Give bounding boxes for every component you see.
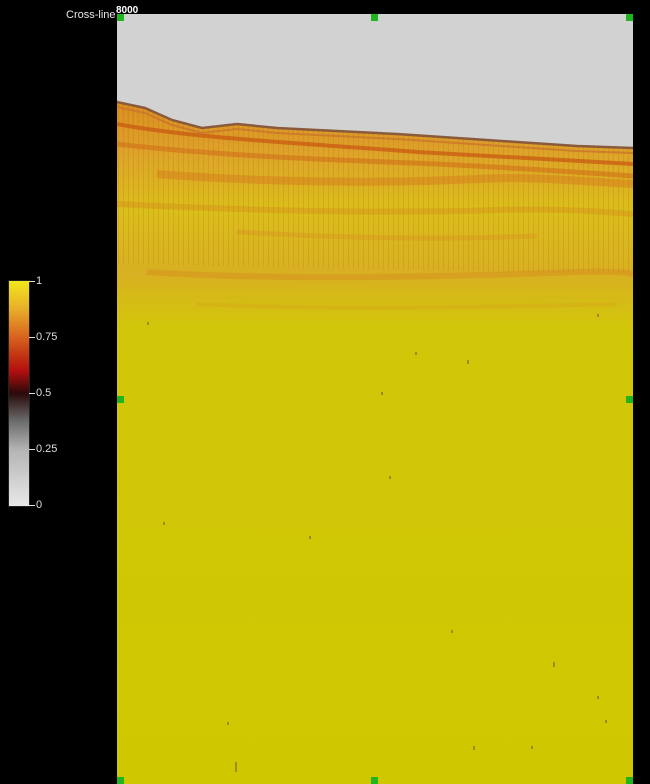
colorbar-tick-1: 1 [29, 275, 42, 287]
colorbar-tick-025: 0.25 [29, 443, 57, 455]
cross-line-value: 8000 [116, 5, 139, 16]
colorbar-tick-0: 0 [29, 499, 42, 511]
noise-specks [147, 314, 607, 772]
reflector-4 [117, 201, 633, 217]
handle-bottom-center[interactable] [371, 777, 378, 784]
colorbar-tick-075: 0.75 [29, 331, 57, 343]
seismic-section-image [117, 14, 633, 784]
subsurface-section [117, 102, 633, 784]
handle-mid-right[interactable] [626, 396, 633, 403]
shallow-reflections [117, 102, 633, 274]
reflector-7 [196, 302, 618, 310]
seismic-section-viewport[interactable] [117, 14, 633, 784]
colorbar-tick-05: 0.5 [29, 387, 51, 399]
handle-top-right[interactable] [626, 14, 633, 21]
reflector-5 [236, 229, 538, 241]
handle-top-center[interactable] [371, 14, 378, 21]
handle-bottom-left[interactable] [117, 777, 124, 784]
colorbar [8, 280, 30, 507]
reflector-2 [117, 141, 633, 179]
reflector-1 [117, 122, 633, 166]
handle-bottom-right[interactable] [626, 777, 633, 784]
reflector-6 [146, 268, 633, 281]
handle-top-left[interactable] [117, 14, 124, 21]
seafloor-reflector-2 [117, 106, 633, 154]
seafloor-reflector [117, 100, 633, 150]
cross-line-label: Cross-line [66, 9, 116, 21]
handle-mid-left[interactable] [117, 396, 124, 403]
reflector-3 [156, 170, 633, 188]
